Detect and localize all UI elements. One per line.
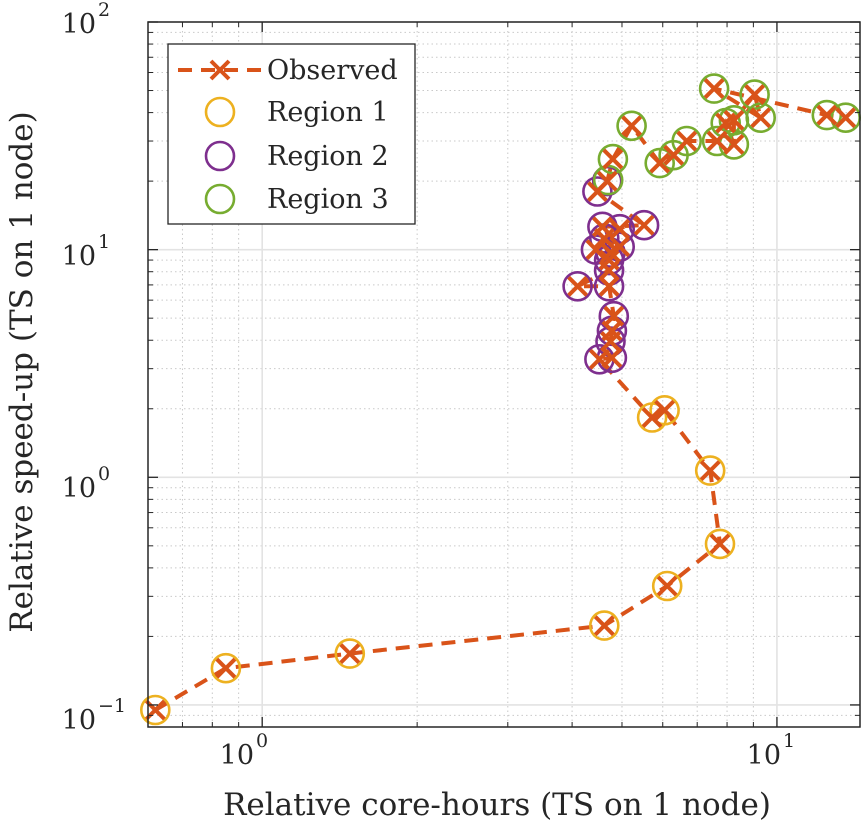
observed-point-7 — [654, 399, 676, 421]
observed-point-34 — [723, 133, 745, 155]
region-2-point-16 — [582, 176, 613, 207]
legend-observed-x-marker — [209, 59, 231, 81]
observed-point-27 — [602, 148, 624, 170]
region-1-point-3 — [588, 610, 620, 641]
y-tick-label-1: 10 — [62, 473, 96, 504]
region-3-point-5 — [671, 125, 703, 157]
observed-point-3 — [593, 615, 615, 637]
observed-point-38 — [703, 78, 725, 99]
legend-label-region-3: Region 3 — [267, 184, 389, 215]
region-1-point-6 — [694, 455, 726, 486]
legend-entry-region-2: Region 2 — [204, 140, 389, 172]
x-axis-label: Relative core-hours (TS on 1 node) — [223, 787, 771, 823]
observed-point-32 — [706, 130, 728, 152]
observed-point-29 — [649, 152, 671, 174]
observed-point-28 — [621, 115, 643, 137]
x-tick-exponent-0: 0 — [256, 730, 268, 752]
observed-point-4 — [656, 575, 678, 597]
observed-point-22 — [609, 218, 631, 240]
y-tick-exponent-3: 2 — [98, 0, 110, 21]
legend-entry-observed: Observed — [178, 55, 398, 86]
series-layer — [140, 73, 862, 726]
x-tick-label-0: 10 — [220, 740, 254, 771]
observed-point-24 — [633, 214, 655, 236]
legend-entry-region-3: Region 3 — [204, 183, 389, 215]
legend-label-observed: Observed — [267, 55, 398, 86]
legend-label-region-1: Region 1 — [267, 97, 389, 128]
observed-point-39 — [816, 104, 838, 126]
legend-region-2-marker — [204, 140, 236, 172]
y-axis-label: Relative speed-up (TS on 1 node) — [4, 111, 40, 632]
observed-point-31 — [676, 130, 698, 152]
observed-point-20 — [609, 236, 631, 258]
region-1-point-8 — [636, 402, 668, 433]
observed-point-23 — [591, 216, 613, 238]
x-tick-label-1: 10 — [747, 740, 781, 771]
legend-label-region-2: Region 2 — [267, 141, 389, 172]
observed-point-13 — [603, 305, 625, 327]
observed-point-26 — [596, 170, 618, 192]
observed-point-2 — [339, 643, 361, 665]
region-1-point-2 — [334, 638, 366, 669]
observed-point-5 — [709, 533, 731, 555]
region-2-point-15 — [628, 209, 660, 241]
minor-grid — [147, 22, 860, 728]
y-tick-exponent-0: −1 — [98, 695, 126, 717]
axis-ticks — [147, 21, 860, 728]
legend-region-3-marker — [204, 183, 236, 215]
region-3-point-2 — [616, 110, 647, 142]
observed-point-0 — [144, 699, 166, 721]
y-tick-exponent-1: 0 — [98, 463, 110, 485]
legend-entry-region-1: Region 1 — [204, 96, 389, 128]
observed-point-1 — [215, 657, 237, 679]
legend-region-1-marker — [204, 96, 236, 128]
region-3-point-12 — [698, 73, 730, 104]
y-tick-exponent-2: 1 — [98, 231, 110, 253]
region-3-point-11 — [745, 102, 777, 133]
observed-point-10 — [601, 347, 623, 369]
y-tick-label-0: 10 — [62, 705, 96, 736]
observed-point-40 — [835, 107, 857, 129]
observed-point-19 — [600, 242, 621, 264]
region-2-point-6 — [562, 270, 593, 302]
region-3-point-10 — [739, 79, 770, 110]
observed-point-15 — [567, 275, 589, 297]
observed-point-14 — [598, 275, 620, 297]
plot-frame — [147, 21, 861, 728]
observed-point-37 — [750, 107, 772, 129]
observed-point-6 — [699, 460, 721, 482]
region-1-point-5 — [704, 528, 736, 560]
observed-point-35 — [723, 109, 745, 131]
legend-box — [167, 43, 416, 225]
legend: Observed Region 1 Region 2 Region 3 — [167, 43, 416, 225]
observed-point-8 — [641, 407, 663, 428]
y-tick-label-3: 10 — [62, 9, 96, 40]
region-1-point-1 — [210, 652, 242, 684]
y-tick-label-2: 10 — [62, 241, 96, 272]
observed-point-36 — [744, 84, 766, 105]
region-1-point-0 — [140, 694, 171, 726]
region-1-point-4 — [651, 570, 683, 602]
x-tick-exponent-1: 1 — [783, 730, 795, 752]
